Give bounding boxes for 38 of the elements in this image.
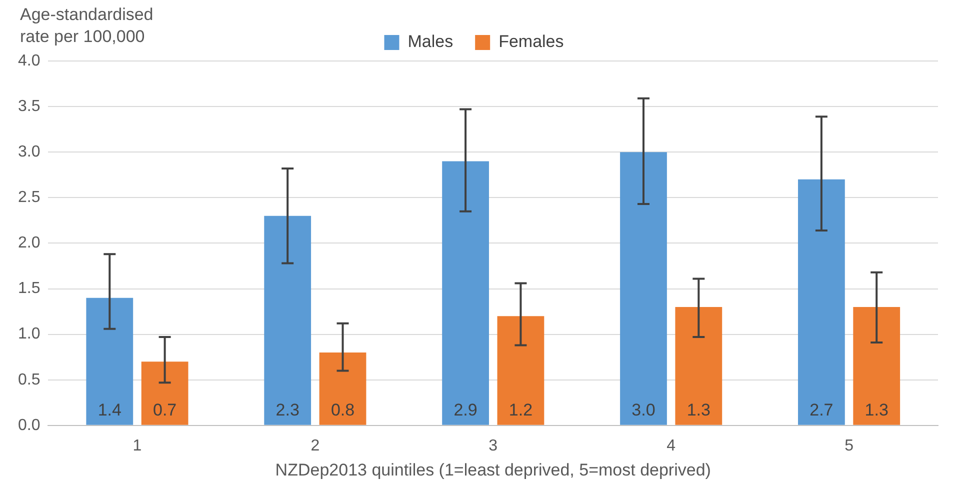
y-tick-label: 2.5	[18, 189, 40, 206]
y-tick-label: 0.5	[18, 371, 40, 388]
data-label: 2.7	[810, 400, 834, 420]
x-tick-label: 3	[488, 437, 498, 454]
y-tick-label: 2.0	[18, 234, 40, 252]
x-tick-label: 2	[310, 437, 320, 454]
bar	[620, 152, 667, 425]
legend-label: Males	[408, 32, 454, 52]
data-label: 2.3	[276, 400, 300, 420]
data-label: 0.8	[330, 400, 355, 420]
bar	[497, 316, 544, 425]
y-tick-label: 1.0	[18, 326, 40, 343]
bar	[675, 306, 722, 425]
bar	[798, 179, 845, 425]
data-label: 1.3	[864, 400, 888, 420]
x-tick-label: 5	[844, 437, 854, 454]
data-label: 3.0	[632, 400, 656, 420]
data-label: 1.2	[508, 400, 533, 420]
bar	[141, 362, 188, 425]
y-tick-label: 3.0	[18, 144, 40, 161]
bar	[264, 216, 312, 425]
x-tick-label: 1	[132, 437, 142, 454]
bar	[319, 352, 366, 425]
y-tick-label: 1.5	[18, 280, 40, 298]
data-label: 2.9	[454, 400, 478, 420]
y-axis-title: Age-standardised rate per 100,000	[20, 4, 154, 48]
data-label: 1.4	[98, 400, 122, 420]
x-tick-label: 4	[666, 437, 676, 454]
data-label: 0.7	[152, 400, 177, 420]
data-label: 1.3	[686, 400, 710, 420]
bar	[442, 161, 489, 425]
y-tick-label: 0.0	[18, 416, 40, 434]
bar	[853, 306, 900, 425]
y-tick-label: 3.5	[18, 98, 40, 115]
y-tick-label: 4.0	[18, 52, 40, 70]
bar	[86, 298, 134, 425]
x-axis-title: NZDep2013 quintiles (1=least deprived, 5=most deprived)	[275, 460, 711, 480]
legend-label: Females	[498, 32, 564, 52]
